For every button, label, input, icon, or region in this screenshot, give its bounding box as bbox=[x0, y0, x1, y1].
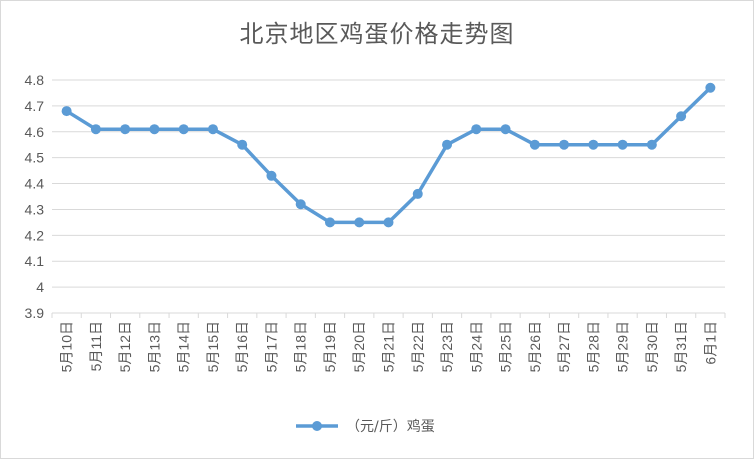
x-tick-label: 5月12日 bbox=[117, 321, 133, 372]
data-point bbox=[383, 217, 394, 228]
data-point bbox=[237, 139, 248, 150]
x-tick-label: 5月18日 bbox=[293, 321, 309, 372]
x-tick-label: 5月21日 bbox=[381, 321, 397, 372]
x-tick-label: 5月28日 bbox=[585, 321, 601, 372]
data-point bbox=[646, 139, 657, 150]
data-point bbox=[412, 188, 423, 199]
y-tick-label: 4.7 bbox=[25, 98, 45, 114]
x-tick-label: 5月31日 bbox=[673, 321, 689, 372]
x-tick-label: 5月17日 bbox=[263, 321, 279, 372]
x-tick-label: 5月29日 bbox=[615, 321, 631, 372]
x-tick-label: 5月19日 bbox=[322, 321, 338, 372]
y-tick-label: 4.1 bbox=[25, 253, 45, 269]
x-tick-label: 5月22日 bbox=[410, 321, 426, 372]
data-point bbox=[295, 199, 306, 210]
data-point bbox=[617, 139, 628, 150]
x-tick-label: 5月23日 bbox=[439, 321, 455, 372]
data-point bbox=[559, 139, 570, 150]
data-point bbox=[529, 139, 540, 150]
y-tick-label: 4.8 bbox=[25, 72, 45, 88]
x-tick-label: 5月14日 bbox=[176, 321, 192, 372]
data-point bbox=[588, 139, 599, 150]
x-axis: 5月10日 5月11日 5月12日 5月13日 5月14日 5月15日 5月16日 5月17日… bbox=[51, 312, 726, 372]
x-tick-label: 5月27日 bbox=[556, 321, 572, 372]
y-tick-label: 4.2 bbox=[25, 227, 45, 243]
x-tick-label: 5月13日 bbox=[146, 321, 162, 372]
series-line bbox=[65, 86, 712, 225]
data-point bbox=[471, 124, 482, 135]
gridlines bbox=[52, 79, 725, 314]
data-point bbox=[149, 124, 160, 135]
x-tick-label: 5月15日 bbox=[205, 321, 221, 372]
series-layer bbox=[61, 82, 716, 228]
y-tick-label: 4.5 bbox=[25, 150, 45, 166]
x-tick-label: 5月10日 bbox=[59, 321, 75, 372]
data-point bbox=[207, 124, 218, 135]
data-point bbox=[500, 124, 511, 135]
data-point bbox=[61, 106, 72, 117]
x-tick-label: 6月1日 bbox=[702, 321, 718, 365]
data-point bbox=[178, 124, 189, 135]
y-tick-label: 4.3 bbox=[25, 201, 45, 217]
x-tick-label: 5月11日 bbox=[88, 321, 104, 371]
data-point bbox=[442, 139, 453, 150]
y-tick-label: 3.9 bbox=[25, 305, 45, 321]
y-axis: 3.9 4 4.1 4.2 4.3 4.4 4.5 4.6 4.7 4.8 bbox=[25, 72, 45, 321]
legend-marker bbox=[312, 421, 322, 431]
x-tick-label: 5月24日 bbox=[468, 321, 484, 372]
x-tick-label: 5月26日 bbox=[527, 321, 543, 372]
x-tick-label: 5月16日 bbox=[234, 321, 250, 372]
legend: （元/斤）鸡蛋 bbox=[296, 418, 435, 435]
legend-label: （元/斤）鸡蛋 bbox=[346, 418, 435, 435]
x-tick-label: 5月25日 bbox=[498, 321, 514, 372]
data-point bbox=[324, 217, 335, 228]
x-tick-label: 5月20日 bbox=[351, 321, 367, 372]
y-tick-label: 4.4 bbox=[25, 176, 45, 192]
chart-title: 北京地区鸡蛋价格走势图 bbox=[239, 20, 515, 48]
data-point bbox=[120, 124, 131, 135]
data-point bbox=[90, 124, 101, 135]
data-point bbox=[705, 82, 716, 93]
y-tick-label: 4.6 bbox=[25, 124, 45, 140]
data-point bbox=[676, 111, 687, 122]
y-tick-label: 4 bbox=[36, 279, 44, 295]
x-tick-label: 5月30日 bbox=[644, 321, 660, 372]
data-point bbox=[266, 170, 277, 181]
data-point bbox=[354, 217, 365, 228]
